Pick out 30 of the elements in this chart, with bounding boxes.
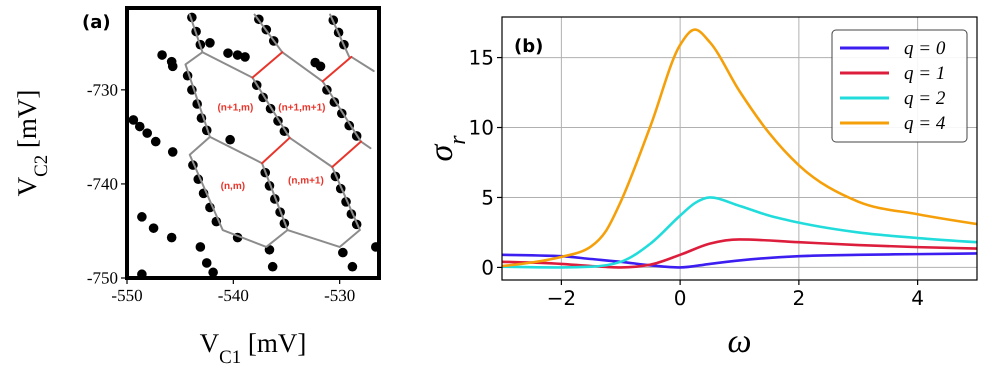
chart-title: (a) (82, 12, 111, 33)
x-tick-label: -540 (218, 286, 249, 305)
y-tick-label: -740 (86, 174, 118, 194)
x-tick-label: -530 (324, 286, 356, 305)
x-axis-title: V$_{C1}$ [mV] (200, 328, 306, 368)
legend-label: q = 4 (904, 113, 946, 134)
x-tick-label: -550 (111, 286, 143, 305)
y-tick-label: 10 (468, 116, 494, 140)
line-series (502, 196, 977, 269)
line-series (502, 252, 977, 269)
y-tick-label: -750 (86, 268, 118, 288)
y-tick-label: 15 (468, 46, 494, 70)
legend-label: q = 1 (904, 63, 946, 84)
annotation: (n,m) (220, 180, 246, 192)
x-tick-label: 4 (911, 286, 924, 310)
x-tick-label: 0 (674, 286, 686, 310)
y-tick-label: 0 (481, 255, 494, 280)
annotation: (n+1,m+1) (278, 102, 326, 114)
x-tick-label: −2 (546, 286, 576, 310)
annotation: (n,m+1) (288, 175, 324, 186)
annotation: (n+1,m) (217, 102, 254, 114)
text: (b) (514, 36, 544, 57)
x-axis-title: ω (727, 323, 752, 360)
y-tick-label: 5 (481, 185, 494, 210)
y-tick-label: -730 (86, 80, 118, 100)
line-series (502, 28, 977, 268)
line-series (502, 238, 977, 269)
legend-label: q = 2 (904, 88, 946, 109)
legend-label: q = 0 (904, 38, 946, 59)
x-tick-label: 2 (792, 286, 806, 310)
